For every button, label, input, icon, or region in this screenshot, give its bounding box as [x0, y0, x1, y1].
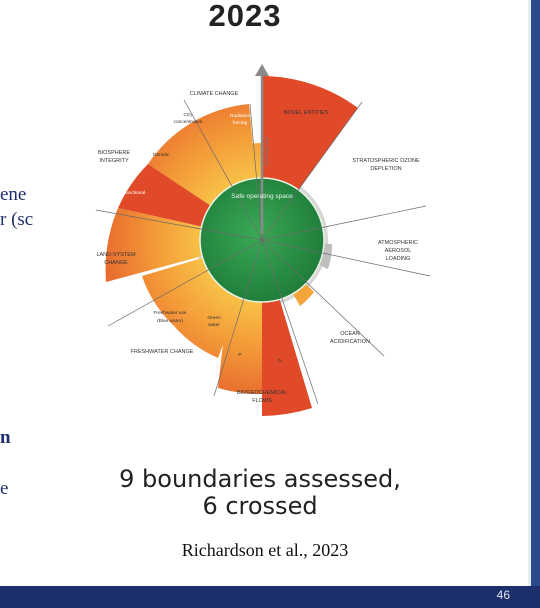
sub-green-water-2: water: [208, 322, 220, 328]
sub-blue-water-1: Freshwater use: [153, 310, 186, 316]
label-land-system-1: LAND-SYSTEM: [96, 252, 136, 258]
label-ocean-2: ACIDIFICATION: [330, 339, 370, 345]
right-edge-bar: [528, 0, 540, 608]
left-text-fragment-1: ene: [0, 184, 27, 205]
axis-label: Increasing risk: [264, 136, 269, 166]
label-land-system-2: CHANGE: [104, 260, 128, 266]
label-biosphere-2: INTEGRITY: [99, 158, 129, 164]
sub-nitrogen: N: [278, 358, 282, 364]
page-number: 46: [496, 588, 510, 602]
left-text-fragment-4: e: [0, 478, 9, 499]
summary-text: 9 boundaries assessed, 6 crossed: [110, 466, 410, 520]
citation: Richardson et al., 2023: [181, 540, 349, 560]
label-biogeochemical-2: FLOWS: [252, 398, 272, 404]
sub-phosphorus: P: [238, 352, 241, 358]
sub-co2-1: CO₂: [183, 112, 192, 118]
label-biosphere-1: BIOSPHERE: [98, 150, 130, 156]
label-ozone-1: STRATOSPHERIC OZONE: [352, 158, 420, 164]
label-aerosol-2: AEROSOL: [385, 248, 412, 254]
summary-line-1: 9 boundaries assessed,: [119, 465, 401, 493]
label-biogeochemical-1: BIOGEOCHEMICAL: [237, 390, 287, 396]
risk-arrowhead: [255, 64, 269, 76]
label-aerosol-1: ATMOSPHERIC: [378, 240, 418, 246]
left-text-fragment-2: r (sc: [0, 209, 34, 230]
label-ozone-2: DEPLETION: [370, 166, 401, 172]
sub-genetic: Genetic: [153, 152, 170, 158]
label-ocean-1: OCEAN: [340, 331, 360, 337]
sub-radiative-2: forcing: [233, 120, 248, 126]
left-text-fragment-3: n: [0, 427, 11, 448]
slide-title: 2023: [208, 0, 282, 33]
label-freshwater-change: FRESHWATER CHANGE: [131, 349, 194, 355]
sub-radiative-1: Radiative: [230, 113, 250, 119]
sub-functional: Functional: [123, 190, 145, 196]
label-aerosol-3: LOADING: [386, 256, 411, 262]
sub-co2-2: concentration: [174, 119, 203, 125]
sub-blue-water-2: (Blue water): [157, 318, 183, 324]
label-climate-change: CLIMATE CHANGE: [190, 91, 239, 97]
wedge-land-system: [105, 208, 262, 282]
footer-bar: [0, 586, 540, 608]
sector-dividers: [95, 72, 431, 405]
sub-green-water-1: Green: [207, 315, 221, 321]
label-novel-entities: NOVEL ENTITIES: [284, 110, 329, 116]
summary-line-2: 6 crossed: [202, 492, 318, 520]
center-label: Safe operating space: [231, 193, 293, 200]
planetary-boundaries-diagram: Increasing risk Safe operating space CLI…: [95, 64, 431, 416]
